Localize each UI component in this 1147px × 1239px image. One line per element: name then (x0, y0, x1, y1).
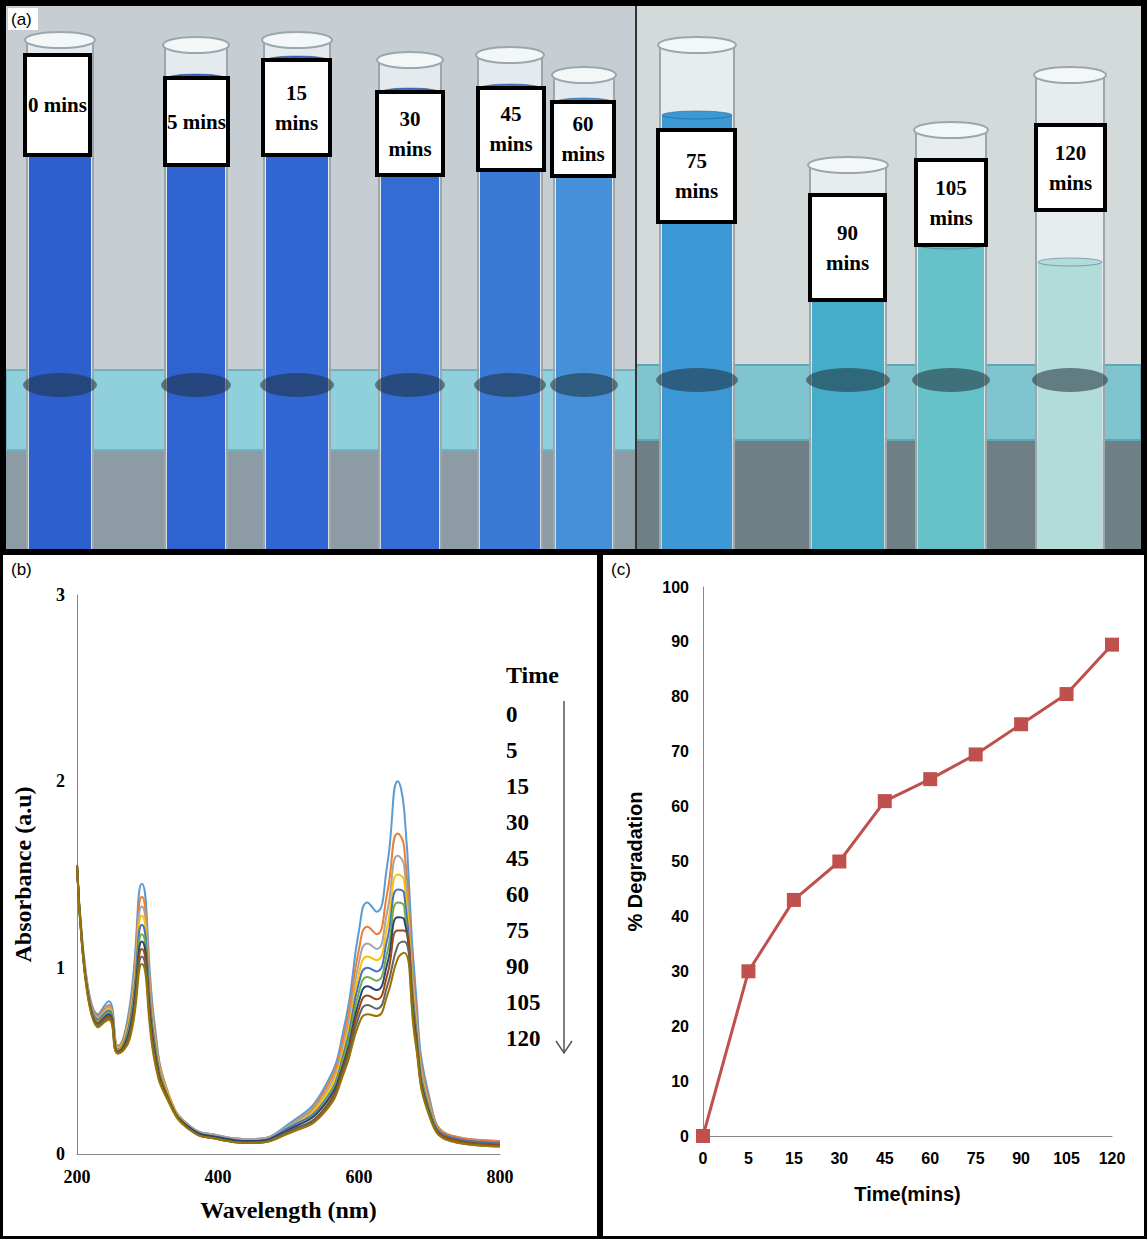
svg-text:105: 105 (1053, 1150, 1080, 1167)
svg-text:50: 50 (671, 853, 689, 870)
svg-text:mins: mins (929, 206, 972, 230)
svg-text:60: 60 (506, 882, 529, 907)
svg-text:60: 60 (573, 112, 594, 136)
svg-text:(b): (b) (11, 560, 32, 579)
svg-text:(a): (a) (11, 10, 32, 29)
svg-text:100: 100 (662, 579, 689, 596)
svg-text:80: 80 (671, 688, 689, 705)
svg-text:mins: mins (561, 142, 604, 166)
svg-text:15: 15 (506, 774, 529, 799)
svg-text:120: 120 (1055, 141, 1087, 165)
svg-text:200: 200 (64, 1167, 91, 1187)
svg-text:0: 0 (699, 1150, 708, 1167)
svg-text:% Degradation: % Degradation (624, 791, 646, 931)
svg-text:90: 90 (506, 954, 529, 979)
svg-text:0: 0 (680, 1128, 689, 1145)
svg-text:mins: mins (388, 137, 431, 161)
svg-text:2: 2 (56, 771, 65, 791)
svg-text:60: 60 (921, 1150, 939, 1167)
svg-text:600: 600 (346, 1167, 373, 1187)
svg-text:Time(mins): Time(mins) (854, 1183, 960, 1205)
svg-text:400: 400 (205, 1167, 232, 1187)
svg-text:105: 105 (935, 176, 967, 200)
svg-text:70: 70 (671, 743, 689, 760)
svg-text:5 mins: 5 mins (167, 110, 226, 134)
svg-text:0 mins: 0 mins (28, 93, 87, 117)
svg-text:45: 45 (876, 1150, 894, 1167)
svg-text:40: 40 (671, 908, 689, 925)
svg-text:(c): (c) (611, 560, 631, 579)
svg-text:3: 3 (56, 585, 65, 605)
svg-text:0: 0 (506, 702, 518, 727)
svg-text:10: 10 (671, 1073, 689, 1090)
svg-text:mins: mins (675, 179, 718, 203)
svg-text:mins: mins (1049, 171, 1092, 195)
svg-text:mins: mins (275, 111, 318, 135)
svg-text:75: 75 (967, 1150, 985, 1167)
svg-text:mins: mins (826, 251, 869, 275)
svg-text:800: 800 (487, 1167, 514, 1187)
svg-text:Wavelength (nm): Wavelength (nm) (200, 1197, 377, 1223)
svg-text:30: 30 (400, 107, 421, 131)
svg-text:75: 75 (506, 918, 529, 943)
svg-text:15: 15 (286, 81, 307, 105)
svg-text:120: 120 (1099, 1150, 1126, 1167)
svg-text:30: 30 (506, 810, 529, 835)
svg-text:Absorbance (a.u): Absorbance (a.u) (10, 786, 36, 962)
svg-text:75: 75 (686, 149, 707, 173)
svg-text:mins: mins (489, 132, 532, 156)
svg-text:15: 15 (785, 1150, 803, 1167)
svg-text:5: 5 (506, 738, 518, 763)
svg-text:30: 30 (830, 1150, 848, 1167)
svg-text:90: 90 (1012, 1150, 1030, 1167)
svg-text:105: 105 (506, 990, 541, 1015)
svg-text:60: 60 (671, 798, 689, 815)
svg-text:120: 120 (506, 1026, 541, 1051)
svg-text:5: 5 (744, 1150, 753, 1167)
svg-text:0: 0 (56, 1144, 65, 1164)
svg-text:30: 30 (671, 963, 689, 980)
svg-text:Time: Time (506, 662, 559, 688)
svg-text:45: 45 (506, 846, 529, 871)
svg-text:90: 90 (837, 221, 858, 245)
svg-text:45: 45 (501, 102, 522, 126)
svg-text:20: 20 (671, 1018, 689, 1035)
svg-text:1: 1 (56, 958, 65, 978)
svg-text:90: 90 (671, 633, 689, 650)
